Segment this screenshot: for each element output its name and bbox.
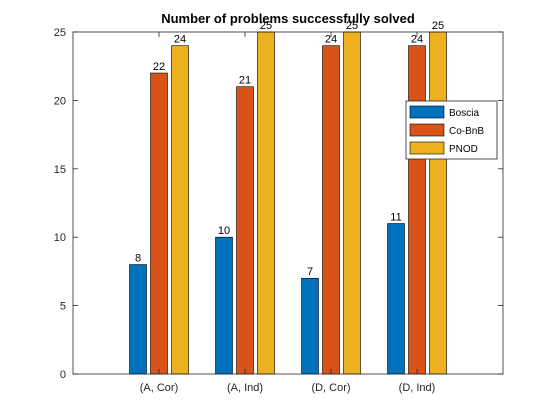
bar-boscia-2 (215, 236, 233, 375)
legend-entry: PNOD (449, 144, 478, 155)
data-label: 25 (260, 20, 272, 32)
data-label: 10 (218, 225, 230, 237)
bar-co-bnb-2 (236, 86, 254, 375)
data-label: 24 (411, 34, 423, 46)
bar-boscia-3 (301, 277, 319, 375)
legend-swatch (409, 141, 445, 155)
y-tick-label: 5 (60, 301, 66, 313)
bar-pnod-2 (257, 31, 275, 375)
axes-box (72, 31, 504, 375)
bar-co-bnb-1 (150, 72, 168, 375)
bar-boscia-4 (387, 223, 405, 375)
bar-pnod-1 (171, 45, 189, 375)
data-label: 7 (307, 266, 313, 278)
legend-swatch (409, 105, 445, 119)
data-label: 24 (325, 34, 337, 46)
axes-layer: 0 5 10 15 20 25 (A, Cor) (A, Ind) (D, Cor) (D, In… (54, 27, 504, 394)
legend: Boscia Co-BnB PNOD (405, 100, 498, 160)
bars-layer (129, 31, 447, 375)
x-tick-label: (A, Ind) (227, 382, 263, 394)
bar-co-bnb-4 (408, 45, 426, 375)
data-label: 25 (432, 20, 444, 32)
x-tick-label: (D, Ind) (399, 382, 436, 394)
bar-boscia-1 (129, 264, 147, 375)
y-tick-label: 10 (54, 232, 66, 244)
x-tick-label: (A, Cor) (140, 382, 179, 394)
data-label: 8 (135, 253, 141, 265)
bar-pnod-4 (429, 31, 447, 375)
data-label: 24 (174, 34, 186, 46)
legend-swatch (409, 123, 445, 137)
y-tick-label: 0 (60, 369, 66, 381)
x-tick-label: (D, Cor) (311, 382, 350, 394)
legend-entry: Co-BnB (449, 126, 484, 137)
y-tick-label: 15 (54, 164, 66, 176)
data-label: 11 (390, 212, 401, 224)
data-label: 21 (239, 75, 251, 87)
y-tick-label: 25 (54, 27, 66, 39)
data-label: 25 (346, 20, 358, 32)
bar-pnod-3 (343, 31, 361, 375)
bar-co-bnb-3 (322, 45, 340, 375)
data-labels-layer: 8 10 7 11 22 21 24 24 24 25 25 25 (135, 20, 444, 278)
y-tick-label: 20 (54, 95, 66, 107)
legend-entry: Boscia (449, 108, 479, 119)
data-label: 22 (153, 61, 165, 73)
chart-title: Number of problems successfully solved (161, 11, 415, 26)
